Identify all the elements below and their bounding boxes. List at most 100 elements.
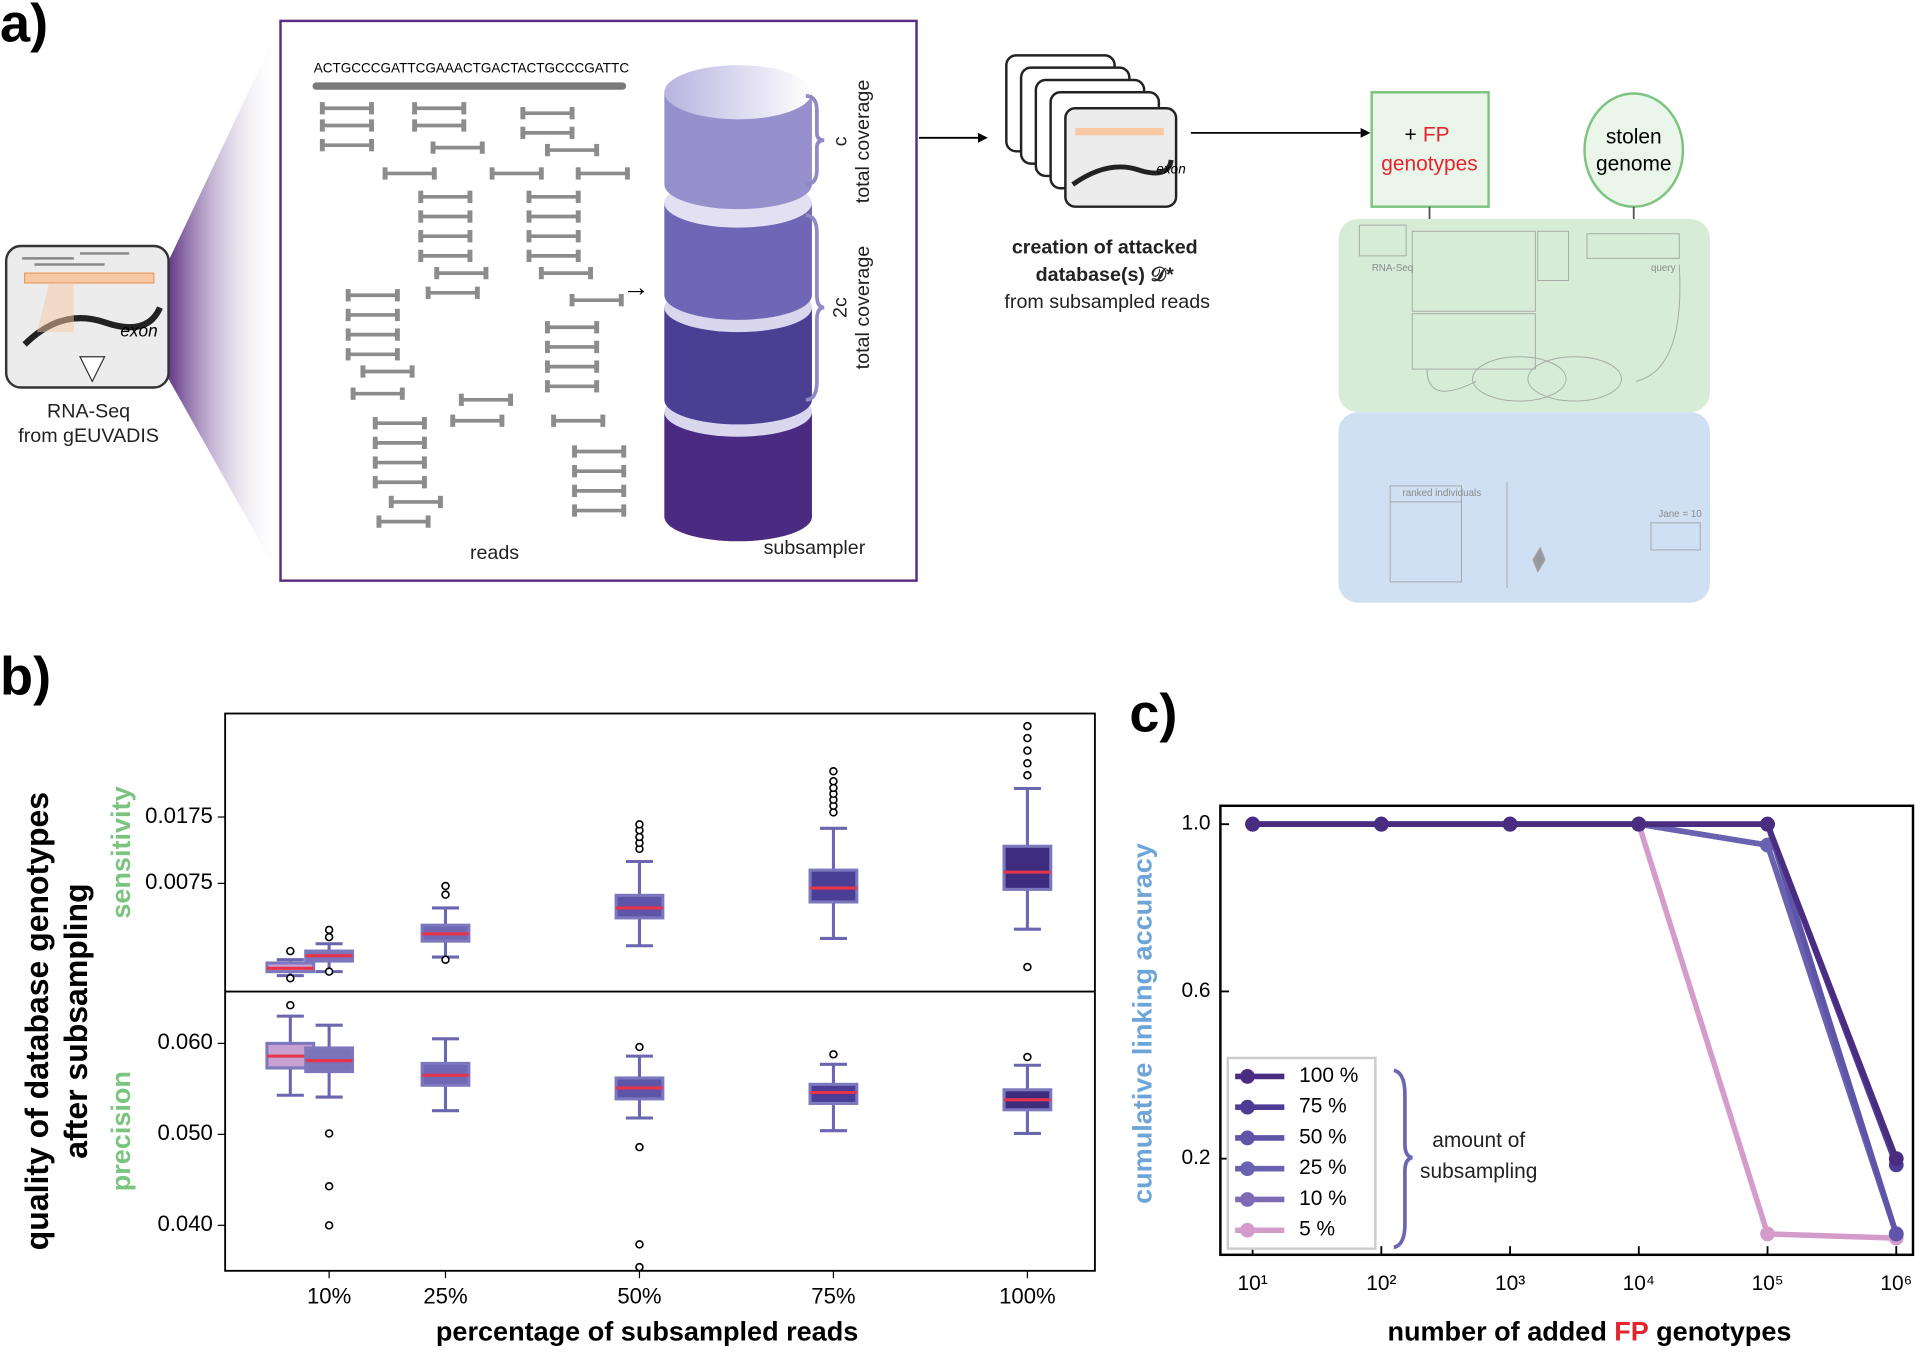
arrow: → [623, 272, 650, 302]
arrow-head [978, 132, 988, 143]
y-tick-label: 0.2 [1181, 1146, 1210, 1169]
legend-title: subsampling [1420, 1160, 1537, 1183]
point [1373, 816, 1389, 832]
panel-name: precision [106, 1071, 136, 1191]
panel-a: a) exon RNA-Seq from gEUVADIS ACTGCCCGAT… [0, 0, 1711, 603]
charts: 10% 25% 50% 75% 100% percentage of subsampled… [19, 712, 1915, 1347]
outlier [286, 946, 295, 956]
outlier [635, 1240, 644, 1249]
point [1760, 1226, 1775, 1242]
x-tick-label: 100% [999, 1284, 1056, 1309]
legend-marker [1240, 1099, 1255, 1115]
point [1631, 816, 1647, 832]
outlier [324, 932, 334, 942]
source-label: RNA-Seq [47, 400, 130, 422]
icon-reads [22, 252, 130, 266]
outlier [1023, 962, 1032, 972]
flow-panel [1338, 412, 1711, 603]
outlier [635, 820, 644, 829]
fp-label: + FP [1405, 123, 1450, 146]
legend-box [1226, 1056, 1377, 1250]
y-tick-label: 0.060 [157, 1029, 212, 1054]
point [1888, 1151, 1904, 1167]
box [808, 868, 859, 904]
panel-name: sensitivity [106, 786, 136, 918]
x-tick-label: 10⁴ [1623, 1272, 1655, 1295]
outlier [1023, 770, 1032, 780]
y-axis-label: cumulative linking accuracy [1127, 843, 1157, 1204]
zoom-fan [168, 24, 281, 579]
outlier [324, 967, 334, 976]
stolen-label: genome [1596, 152, 1672, 175]
x-tick-label: 10⁵ [1752, 1272, 1784, 1295]
cyl-top [664, 65, 812, 120]
legend-label: 100 % [1299, 1064, 1358, 1087]
outlier [324, 925, 334, 935]
x-tick-label: 10⁶ [1880, 1272, 1912, 1295]
legend-title: amount of [1432, 1129, 1525, 1152]
icon-shade [36, 282, 74, 333]
creation-label: creation of attacked [1012, 237, 1198, 259]
y-tick-label: 0.0175 [145, 803, 213, 828]
outlier [829, 1050, 838, 1059]
series-line [1252, 821, 1899, 1160]
brace [805, 94, 825, 187]
x-axis-label-part: genotypes [1656, 1317, 1791, 1347]
exon-label: exon [1156, 161, 1185, 176]
stolen-bubble [1583, 92, 1685, 208]
x-tick-label: 10% [307, 1284, 351, 1309]
x-tick-label: 50% [617, 1284, 661, 1309]
arrow-head [1360, 127, 1371, 138]
x-axis-label: number of added FP genotypes [1387, 1317, 1791, 1347]
x-axis-label-part: FP [1614, 1317, 1649, 1347]
card-stack [1005, 54, 1178, 208]
flow-sketch [1358, 224, 1701, 589]
fp-plus: + [1405, 123, 1417, 146]
point [1760, 816, 1775, 832]
x-tick-label: 10³ [1495, 1272, 1525, 1295]
flow-text: RNA-Seq [1372, 263, 1414, 274]
outlier [1023, 733, 1032, 743]
subsampler-cylinder [664, 65, 812, 542]
cyl-segment [664, 307, 812, 425]
x-axis-label: percentage of subsampled reads [436, 1317, 858, 1347]
outlier [441, 955, 450, 964]
outlier [635, 1142, 644, 1152]
cyl-segment [664, 202, 812, 320]
reads-label: reads [470, 542, 519, 564]
read-group [319, 102, 630, 528]
outlier [1023, 1052, 1032, 1062]
flow-text: query [1651, 263, 1676, 274]
creation-label: from subsampled reads [1004, 291, 1210, 313]
outlier [324, 1181, 334, 1191]
brace [805, 213, 825, 402]
outlier [635, 1042, 644, 1052]
outlier [286, 974, 295, 983]
legend-label: 5 % [1299, 1218, 1335, 1241]
panel-label: c) [1129, 684, 1177, 744]
stolen-label: stolen [1606, 125, 1662, 148]
legend-label: 50 % [1299, 1125, 1347, 1148]
legend-label: 75 % [1299, 1095, 1347, 1118]
outlier [286, 1000, 295, 1010]
cyl-segment [664, 92, 812, 210]
coverage-label: total coverage [852, 246, 874, 370]
legend-marker [1240, 1222, 1255, 1238]
panel-label: b) [0, 647, 51, 707]
exon-label: exon [120, 321, 157, 341]
outlier [635, 1262, 644, 1272]
fp-box [1370, 91, 1490, 208]
outlier [441, 890, 450, 899]
legend-marker [1240, 1161, 1255, 1177]
x-tick-label: 10¹ [1237, 1272, 1267, 1295]
subsampler-label: subsampler [764, 537, 866, 559]
y-tick-label: 0.6 [1181, 979, 1210, 1002]
flow-text: Jane = 10 [1658, 509, 1702, 520]
creation-label: database(s) 𝒟* [1036, 264, 1174, 286]
y-tick-label: 0.0075 [145, 869, 213, 894]
fp-word: FP [1423, 123, 1450, 146]
outlier [1023, 721, 1032, 731]
point [1502, 816, 1518, 832]
coverage-label: 2c [830, 297, 852, 318]
